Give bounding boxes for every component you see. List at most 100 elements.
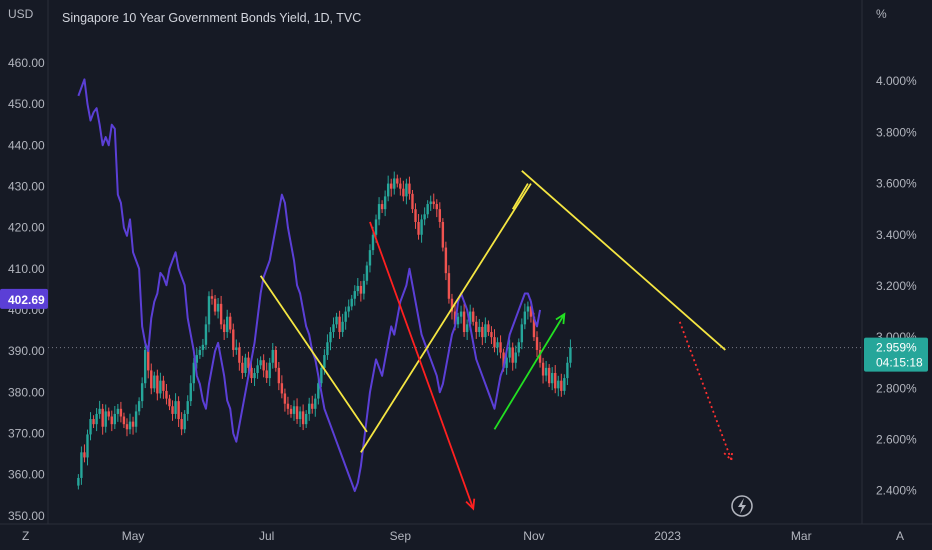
candle — [177, 396, 180, 427]
candle — [438, 202, 442, 228]
candle — [77, 474, 80, 490]
candle — [244, 353, 247, 377]
right-tick-label: 3.600% — [876, 177, 917, 191]
candle — [232, 323, 235, 357]
candle — [329, 327, 332, 351]
candle — [213, 294, 217, 316]
candle — [262, 354, 265, 378]
candle — [131, 416, 135, 435]
candle — [210, 289, 214, 305]
candle — [235, 339, 238, 355]
candle — [332, 317, 335, 338]
candle — [128, 413, 132, 435]
candle — [350, 294, 353, 311]
candle — [508, 339, 511, 363]
candle — [514, 345, 517, 369]
candle — [268, 357, 271, 387]
candle — [444, 241, 448, 281]
countdown-label: 04:15:18 — [876, 356, 923, 370]
auto-scale-button[interactable]: A — [896, 529, 904, 543]
candle — [168, 394, 171, 411]
left-tick-label: 460.00 — [8, 56, 45, 70]
arrow-head — [555, 312, 566, 325]
left-price-marker — [0, 288, 48, 309]
candle — [475, 315, 478, 339]
candle — [201, 338, 205, 357]
x-tick-label: Mar — [791, 529, 812, 543]
candle — [393, 171, 396, 195]
candle — [156, 369, 159, 401]
candle — [150, 363, 153, 395]
candle — [557, 375, 560, 397]
candle — [405, 178, 408, 205]
trendline-annotation — [511, 183, 529, 210]
candle — [314, 393, 317, 417]
candle — [119, 401, 123, 423]
candle — [171, 400, 174, 421]
candle — [180, 412, 183, 436]
candle — [137, 397, 141, 416]
candle — [295, 398, 299, 424]
candle — [101, 403, 104, 435]
candle — [481, 322, 484, 346]
candle — [226, 309, 229, 338]
candle — [153, 371, 156, 393]
candle — [420, 214, 423, 243]
candle — [311, 395, 314, 414]
candle — [298, 406, 302, 427]
candle — [566, 356, 569, 386]
candle — [341, 313, 344, 337]
candle — [277, 361, 281, 391]
timezone-button[interactable]: Z — [22, 529, 29, 543]
candle — [122, 412, 126, 429]
candle — [198, 346, 202, 359]
left-tick-label: 380.00 — [8, 385, 45, 399]
candle — [547, 364, 551, 388]
candle — [362, 273, 366, 300]
arrow-head — [723, 449, 734, 462]
candle — [238, 342, 241, 371]
right-axis-unit: % — [876, 7, 887, 21]
candle — [429, 195, 432, 211]
candle — [386, 175, 390, 202]
left-tick-label: 360.00 — [8, 468, 45, 482]
x-tick-label: 2023 — [654, 529, 681, 543]
arrow-head — [465, 498, 476, 511]
candle — [368, 244, 372, 273]
candle — [499, 335, 502, 359]
candle — [271, 343, 274, 369]
right-price-marker — [864, 337, 928, 372]
candle — [280, 375, 284, 399]
arrow-annotation — [369, 221, 475, 509]
candle — [140, 377, 144, 409]
candle — [487, 320, 490, 336]
candle — [241, 355, 244, 379]
candle — [195, 348, 199, 369]
candle — [335, 312, 338, 329]
lightning-icon[interactable] — [731, 495, 753, 517]
candle — [472, 307, 475, 326]
right-tick-label: 4.000% — [876, 74, 917, 88]
candle — [143, 342, 147, 389]
candle — [459, 305, 463, 324]
candle — [390, 178, 393, 197]
candle — [426, 200, 429, 219]
candle — [408, 176, 411, 200]
left-tick-label: 420.00 — [8, 221, 45, 235]
x-tick-label: Sep — [390, 529, 412, 543]
candle — [207, 291, 211, 333]
candle — [192, 357, 195, 392]
candle — [107, 407, 110, 421]
candle — [344, 306, 347, 330]
candle — [162, 375, 165, 399]
candle — [89, 412, 92, 441]
candle — [338, 310, 341, 339]
arrow-annotation — [493, 313, 566, 430]
candle — [411, 189, 414, 214]
candle — [383, 190, 387, 217]
trendline-annotation — [360, 183, 532, 453]
candle — [356, 278, 360, 296]
candle — [183, 410, 186, 434]
right-tick-label: 3.200% — [876, 279, 917, 293]
